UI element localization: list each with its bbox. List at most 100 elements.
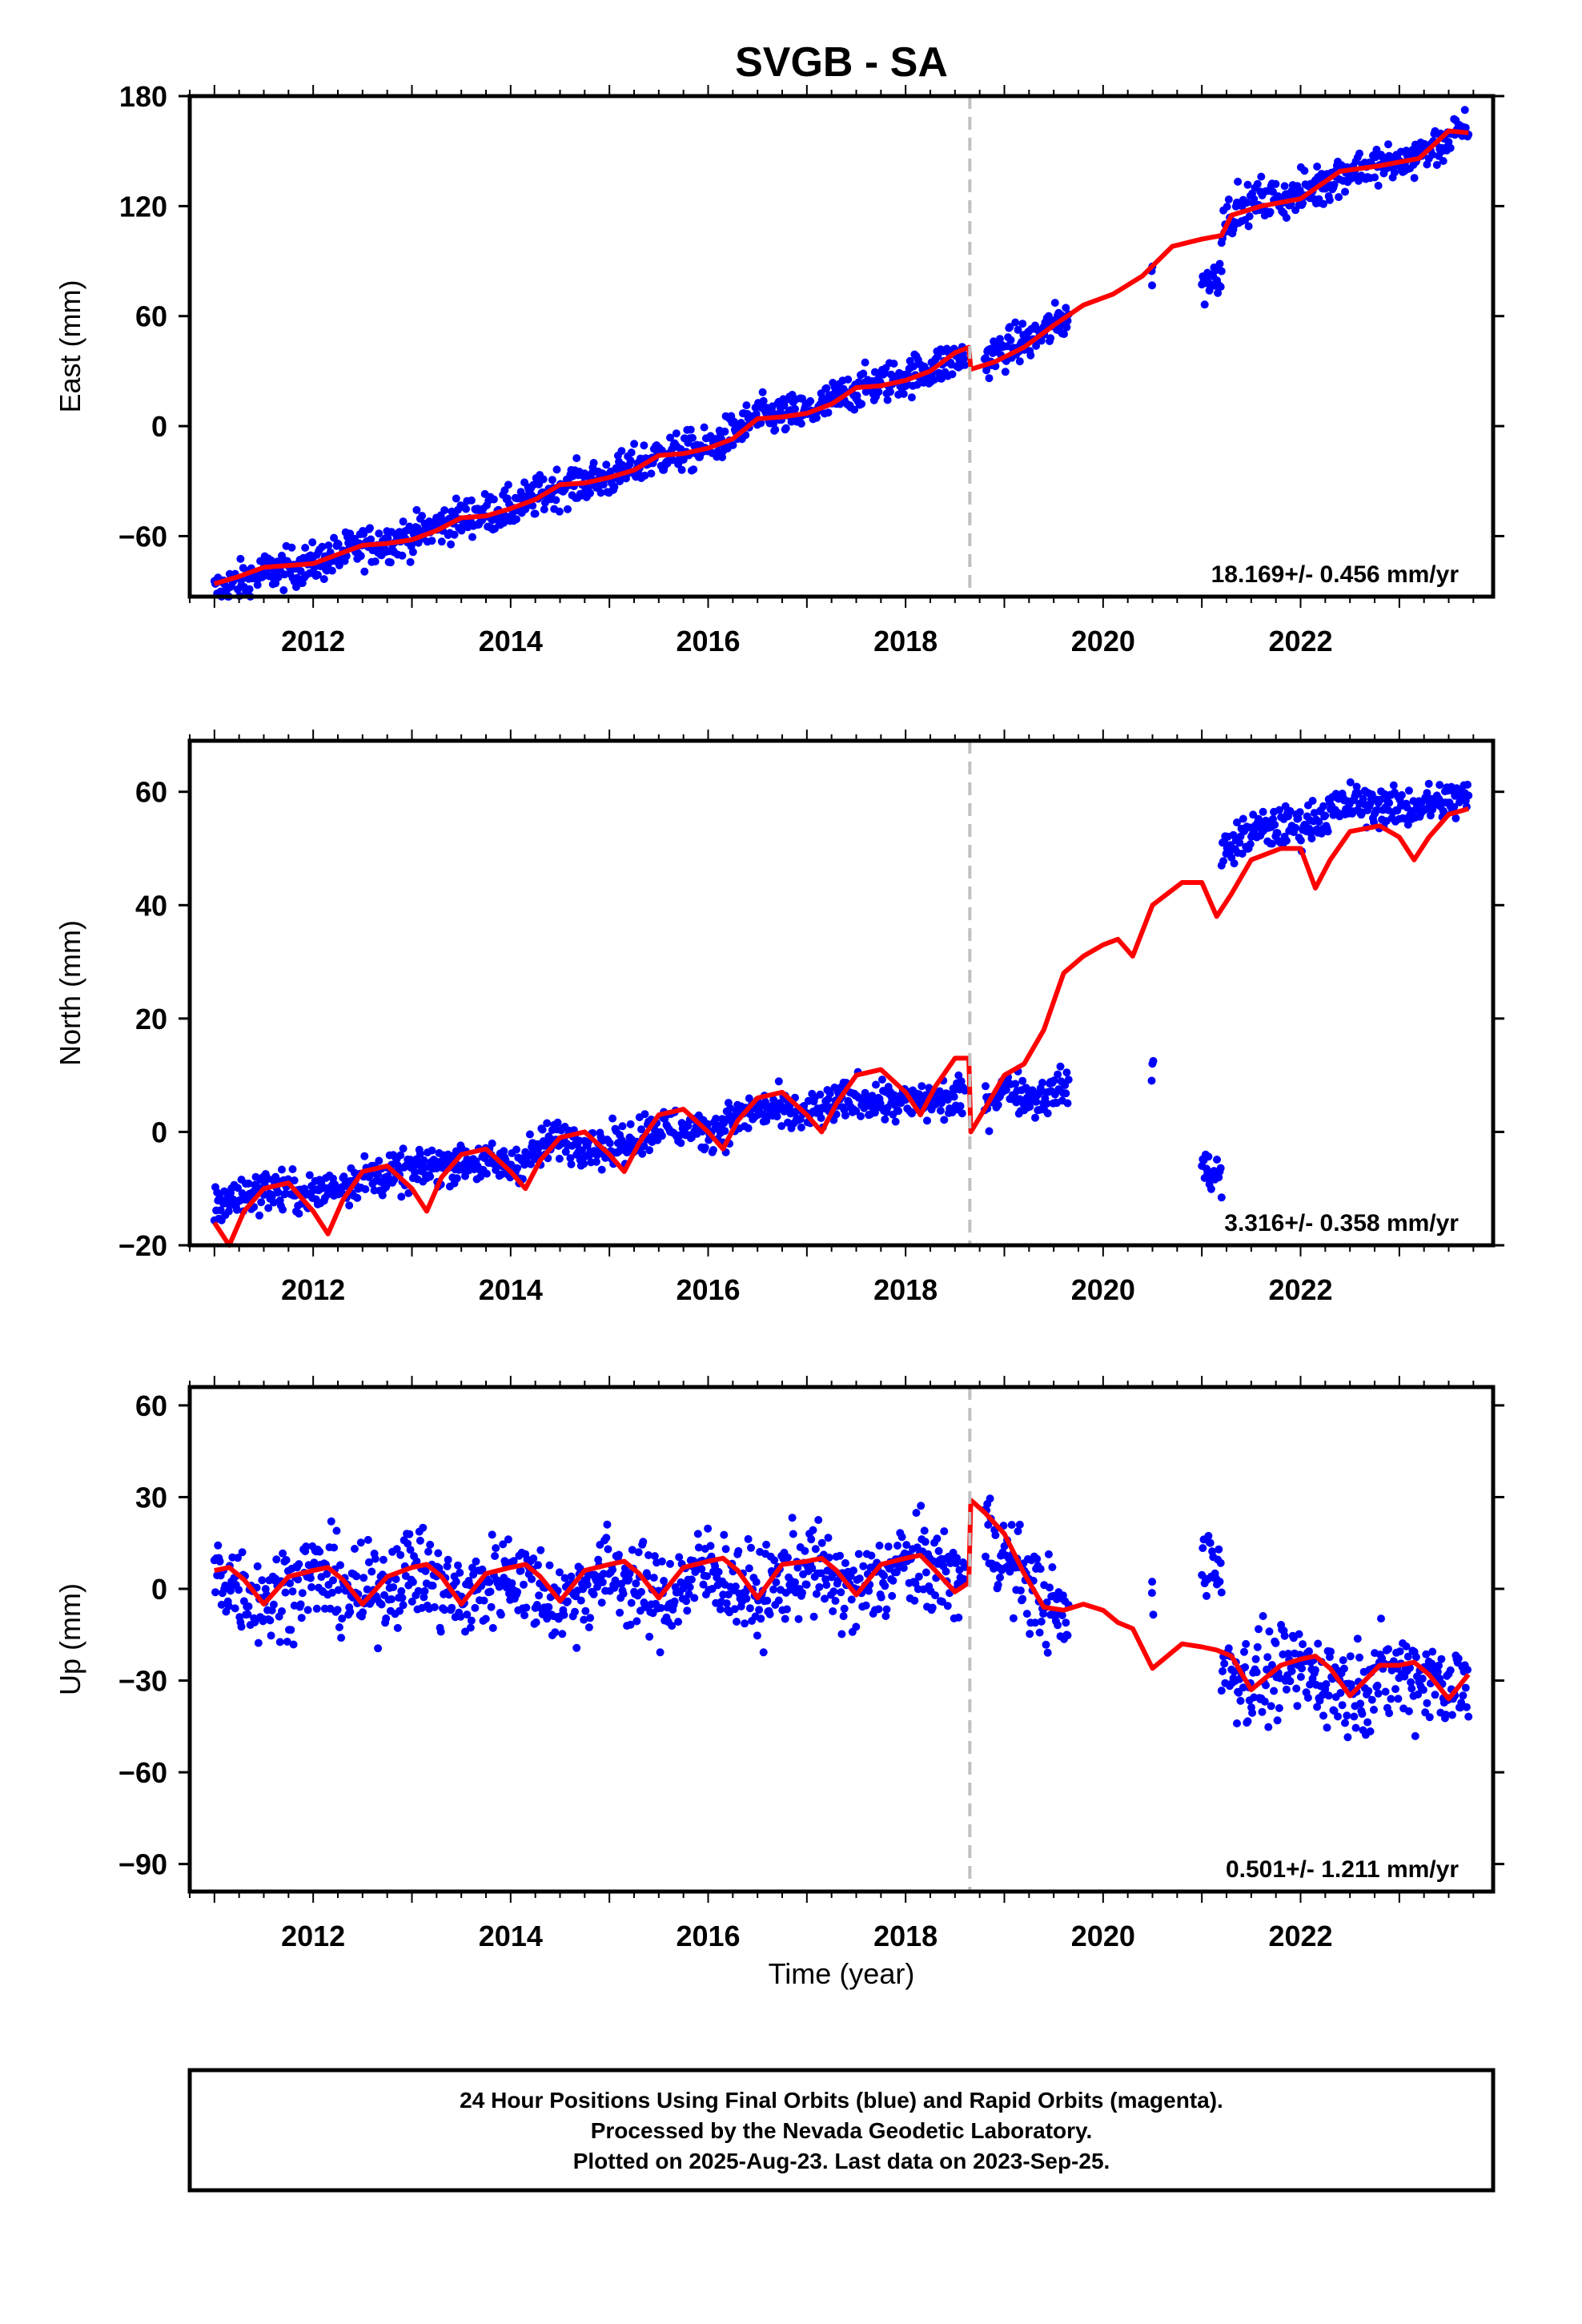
data-point	[781, 424, 790, 432]
data-point	[1275, 806, 1283, 814]
data-point	[1062, 304, 1070, 312]
data-point	[500, 518, 508, 527]
data-point	[811, 1545, 820, 1554]
data-point	[824, 1534, 833, 1542]
data-point	[1374, 181, 1383, 190]
data-point	[689, 465, 698, 474]
data-point	[1341, 1719, 1349, 1727]
data-point	[520, 1611, 529, 1619]
data-point	[1264, 1723, 1273, 1731]
data-point	[697, 1565, 706, 1574]
data-point	[861, 358, 869, 367]
data-point	[306, 1574, 315, 1582]
data-point	[287, 1626, 295, 1634]
data-point	[367, 535, 375, 544]
data-point	[610, 483, 619, 491]
data-point	[943, 1602, 952, 1610]
data-point	[934, 352, 942, 360]
x-tick-label: 2022	[1268, 1920, 1332, 1952]
data-point	[264, 1204, 273, 1212]
data-point	[917, 1502, 926, 1510]
data-point	[217, 1600, 226, 1609]
data-point	[844, 375, 853, 384]
data-point	[822, 384, 831, 392]
data-point	[865, 1586, 873, 1595]
data-point	[393, 1623, 402, 1632]
data-point	[996, 1573, 1004, 1582]
data-point	[640, 471, 649, 480]
data-point	[1404, 1707, 1413, 1715]
data-point	[888, 1591, 897, 1600]
data-point	[353, 1193, 362, 1202]
data-point	[1062, 1089, 1070, 1098]
data-point	[567, 1572, 576, 1581]
data-point	[616, 1608, 624, 1617]
data-point	[1450, 802, 1459, 811]
data-point	[1248, 1708, 1257, 1717]
footnote-line-3: Plotted on 2025-Aug-23. Last data on 202…	[573, 2149, 1110, 2173]
data-point	[1215, 1578, 1224, 1586]
data-point	[359, 1574, 368, 1582]
data-point	[884, 1542, 893, 1551]
data-point	[1245, 212, 1254, 221]
data-point	[586, 489, 595, 497]
data-point	[555, 1154, 564, 1163]
data-point	[874, 1605, 883, 1614]
data-point	[649, 1574, 658, 1582]
data-point	[886, 388, 894, 396]
data-point	[345, 1201, 354, 1210]
data-point	[961, 1086, 970, 1095]
data-point	[1355, 149, 1363, 158]
data-point	[301, 544, 310, 552]
data-point	[288, 1165, 297, 1173]
data-point	[560, 1574, 569, 1582]
data-point	[1056, 1062, 1065, 1071]
data-point	[807, 1535, 816, 1544]
data-point	[1006, 336, 1015, 344]
data-point	[290, 1176, 299, 1184]
data-point	[416, 1149, 424, 1158]
data-point	[392, 1545, 401, 1554]
data-point	[398, 551, 407, 560]
data-point	[1330, 180, 1339, 189]
data-point	[346, 1607, 355, 1616]
north-model-curve	[212, 806, 1470, 1248]
data-point	[333, 1606, 342, 1614]
data-point	[933, 1534, 942, 1543]
data-point	[837, 1630, 846, 1638]
data-point	[307, 1582, 316, 1591]
data-point	[630, 440, 639, 448]
data-point	[540, 505, 548, 514]
data-point	[424, 1547, 432, 1556]
data-point	[637, 1125, 645, 1134]
data-point	[1464, 1712, 1473, 1721]
data-point	[1233, 818, 1241, 826]
data-point	[396, 1151, 405, 1160]
data-point	[258, 1576, 267, 1585]
data-point	[1370, 1706, 1378, 1714]
data-point	[377, 1600, 386, 1609]
data-point	[1217, 267, 1226, 275]
data-point	[822, 1581, 831, 1590]
data-point	[334, 1586, 343, 1594]
data-point	[666, 433, 674, 442]
data-point	[1313, 1703, 1322, 1711]
data-point	[797, 420, 805, 428]
data-point	[1381, 1687, 1390, 1696]
data-point	[1447, 1711, 1456, 1719]
y-tick-label: 60	[135, 1389, 167, 1422]
data-point	[759, 1648, 768, 1657]
data-point	[788, 1514, 797, 1522]
data-point	[428, 537, 436, 545]
data-point	[1062, 323, 1071, 332]
data-point	[332, 1526, 341, 1535]
data-point	[656, 1648, 665, 1657]
data-point	[275, 1638, 284, 1647]
data-point	[558, 1630, 567, 1638]
data-point	[315, 1547, 324, 1556]
data-point	[704, 1524, 713, 1533]
x-tick-label: 2020	[1071, 625, 1135, 657]
data-point	[982, 1082, 990, 1091]
data-point	[412, 1557, 421, 1566]
data-point	[747, 1543, 755, 1552]
